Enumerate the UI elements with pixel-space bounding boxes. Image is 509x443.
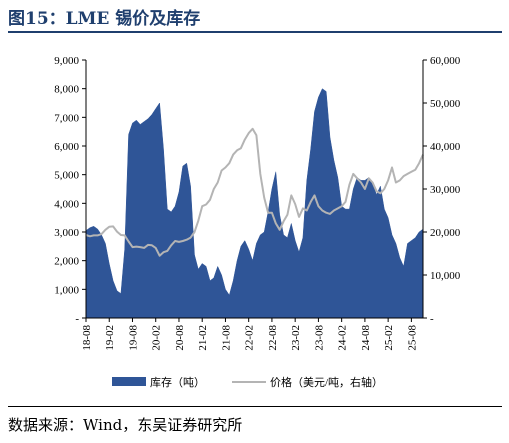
x-tick-label: 24-02 bbox=[337, 325, 349, 351]
source-note: 数据来源：Wind，东吴证券研究所 bbox=[8, 416, 243, 434]
left-tick-label: 4,000 bbox=[54, 198, 79, 210]
left-tick-label: 1,000 bbox=[54, 284, 79, 296]
title-underline bbox=[8, 31, 502, 33]
left-tick-label: 9,000 bbox=[54, 55, 79, 67]
right-tick-label: 20,000 bbox=[430, 227, 461, 239]
right-tick-label: 30,000 bbox=[430, 184, 461, 196]
left-tick-label: 6,000 bbox=[54, 141, 79, 153]
right-tick-label: - bbox=[430, 313, 434, 325]
x-tick-label: 19-08 bbox=[127, 325, 139, 351]
x-tick-label: 23-08 bbox=[313, 325, 325, 351]
left-tick-label: 2,000 bbox=[54, 256, 79, 268]
left-tick-label: 7,000 bbox=[54, 112, 79, 124]
legend-price-label: 价格（美元/吨，右轴） bbox=[270, 375, 383, 389]
inventory-area bbox=[85, 88, 424, 319]
x-tick-label: 25-08 bbox=[406, 325, 418, 351]
x-tick-label: 21-02 bbox=[197, 325, 209, 351]
legend-inventory-swatch bbox=[112, 377, 146, 386]
left-tick-label: 5,000 bbox=[54, 170, 79, 182]
x-tick-label: 25-02 bbox=[383, 325, 395, 351]
x-tick-label: 22-08 bbox=[267, 325, 279, 351]
x-tick-label: 18-08 bbox=[81, 325, 93, 351]
left-tick-label: - bbox=[75, 313, 79, 325]
right-tick-label: 60,000 bbox=[430, 55, 461, 67]
x-tick-label: 19-02 bbox=[104, 325, 116, 351]
x-tick-label: 21-08 bbox=[220, 325, 232, 351]
chart: 9,000 8,000 7,000 6,000 5,000 4,000 3,000 2,000… bbox=[54, 55, 461, 389]
legend-inventory-label: 库存（吨） bbox=[150, 375, 205, 389]
x-tick-label: 20-02 bbox=[151, 325, 163, 351]
left-tick-label: 3,000 bbox=[54, 227, 79, 239]
right-tick-label: 50,000 bbox=[430, 98, 461, 110]
right-tick-label: 40,000 bbox=[430, 141, 461, 153]
x-tick-label: 20-08 bbox=[174, 325, 186, 351]
x-tick-label: 22-02 bbox=[244, 325, 256, 351]
right-tick-label: 10,000 bbox=[430, 270, 461, 282]
x-tick-label: 24-08 bbox=[360, 325, 372, 351]
x-tick-label: 23-02 bbox=[290, 325, 302, 351]
price-line bbox=[85, 127, 424, 257]
source-divider bbox=[8, 406, 502, 407]
figure-title: 图15：LME 锡价及库存 bbox=[8, 9, 201, 29]
left-tick-label: 8,000 bbox=[54, 84, 79, 96]
